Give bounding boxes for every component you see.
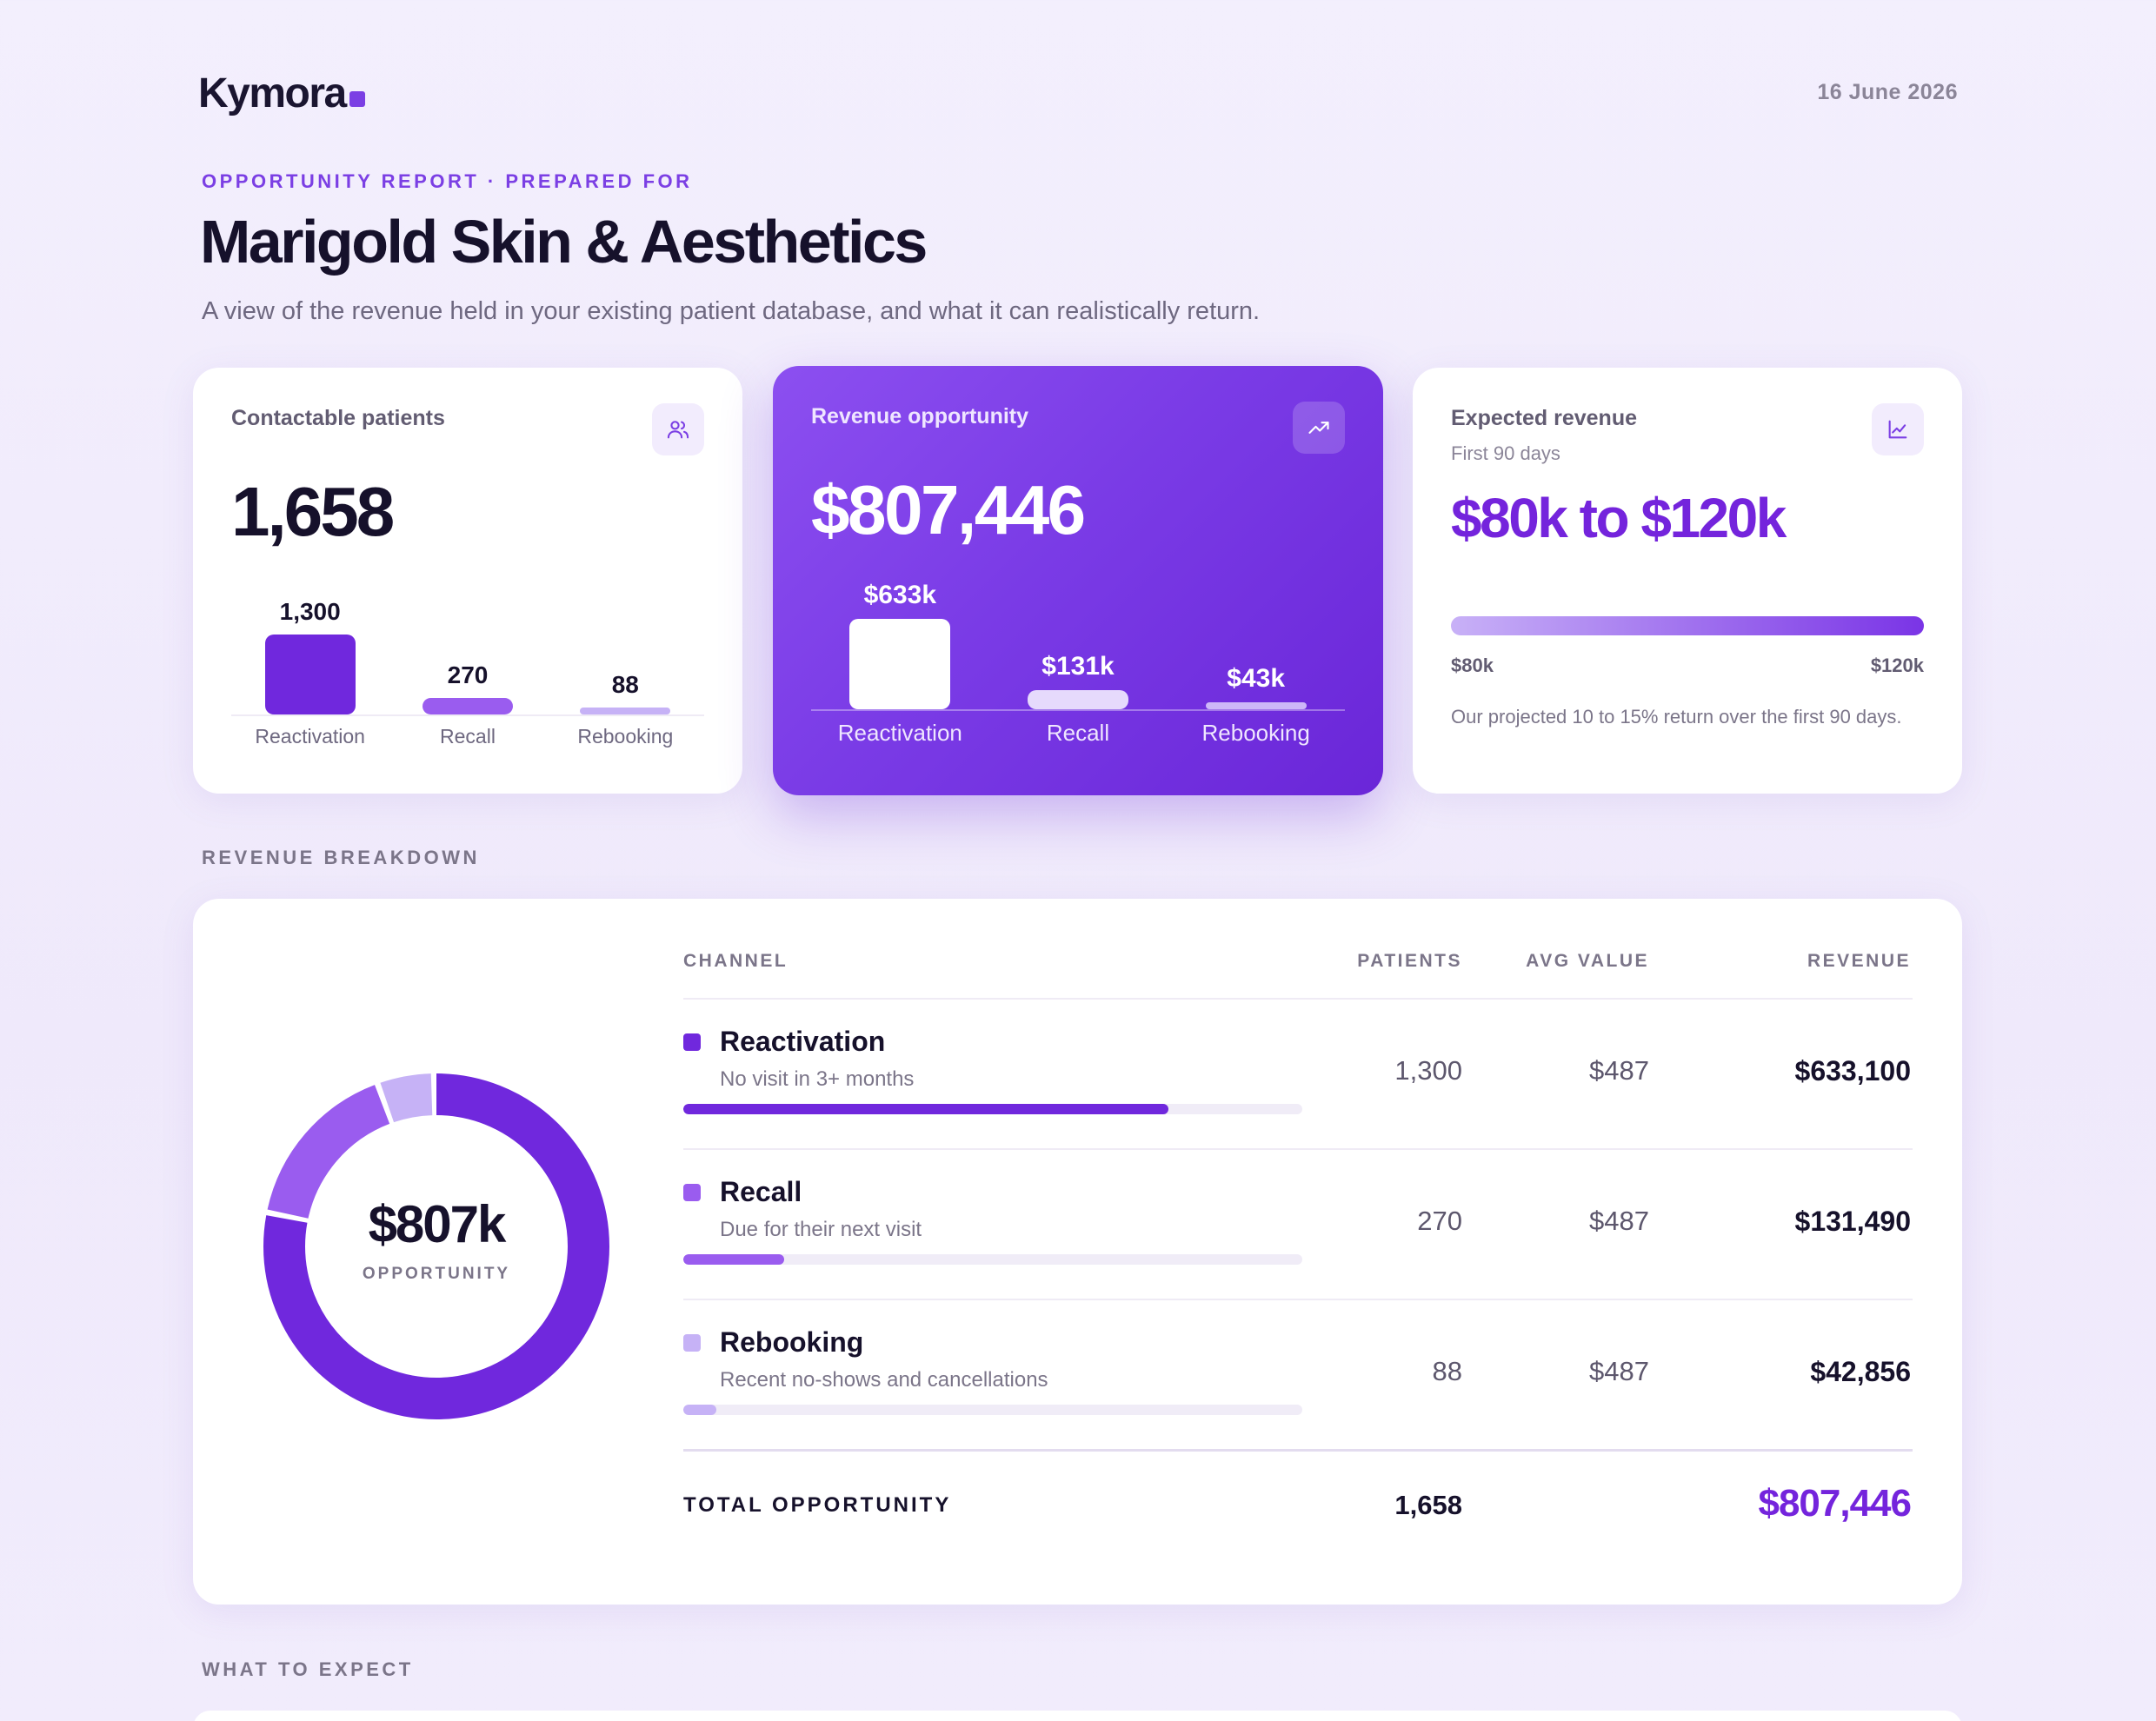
col-header-channel: CHANNEL xyxy=(683,951,789,971)
expected-note: Our projected 10 to 15% return over the … xyxy=(1451,706,1902,728)
brand-logo: Kymora xyxy=(198,70,365,117)
contactable-mini-chart: 1,300 Reactivation 270 Recall 88 Rebooking xyxy=(231,589,704,763)
channel-patients: 88 xyxy=(1432,1356,1462,1386)
total-divider xyxy=(683,1449,1913,1452)
card-label: Expected revenue xyxy=(1451,406,1637,430)
page-subtitle: A view of the revenue held in your exist… xyxy=(202,297,1261,325)
channel-revenue: $633,100 xyxy=(1794,1055,1911,1086)
mini-bar-value: 1,300 xyxy=(279,598,341,625)
channel-avg-value: $487 xyxy=(1589,1055,1649,1086)
report-date: 16 June 2026 xyxy=(1817,80,1958,104)
mini-bar-rebooking xyxy=(580,708,671,714)
channel-patients: 270 xyxy=(1417,1206,1462,1236)
channel-share-fill xyxy=(683,1405,716,1415)
channel-color-swatch xyxy=(683,1033,701,1051)
trending-up-icon xyxy=(1293,402,1345,454)
donut-value: $807k xyxy=(368,1195,507,1253)
channel-revenue: $42,856 xyxy=(1810,1356,1911,1387)
brand-name: Kymora xyxy=(198,70,347,116)
channel-share-bar xyxy=(683,1405,1302,1415)
channel-description: Due for their next visit xyxy=(720,1218,922,1241)
revenue-mini-chart: $633k Reactivation $131k Recall $43k Rebookin… xyxy=(811,579,1345,761)
users-icon xyxy=(652,403,704,455)
expected-range-bar xyxy=(1451,616,1924,635)
mini-bar-rebooking xyxy=(1205,702,1307,709)
mini-bar-recall xyxy=(423,697,513,714)
revenue-opportunity-card: Revenue opportunity $807,446 $633k Reacti… xyxy=(773,366,1383,795)
mini-bar-value: $633k xyxy=(863,581,937,609)
channel-share-fill xyxy=(683,1104,1169,1114)
channel-patients: 1,300 xyxy=(1394,1055,1462,1086)
col-header-patients: PATIENTS xyxy=(1357,951,1462,971)
mini-bar-label: Rebooking xyxy=(577,725,674,748)
page-title: Marigold Skin & Aesthetics xyxy=(200,208,928,276)
channel-name: Rebooking xyxy=(720,1326,864,1358)
mini-chart-baseline xyxy=(811,709,1345,711)
contactable-patients-card: Contactable patients 1,658 1,300 Reactiva… xyxy=(193,368,742,794)
mini-bar-value: $131k xyxy=(1041,652,1115,681)
channel-color-swatch xyxy=(683,1334,701,1352)
total-revenue: $807,446 xyxy=(1758,1482,1912,1525)
donut-segment-reactivation xyxy=(263,1073,609,1419)
mini-bar-recall xyxy=(1028,690,1128,709)
mini-bar-value: 270 xyxy=(447,661,489,688)
mini-bar-label: Recall xyxy=(1046,720,1110,746)
channel-description: Recent no-shows and cancellations xyxy=(720,1368,1048,1392)
mini-bar-reactivation xyxy=(849,619,951,709)
line-chart-icon xyxy=(1872,403,1924,455)
donut-center: $807k OPPORTUNITY xyxy=(263,1194,610,1284)
contactable-count: 1,658 xyxy=(231,473,395,550)
range-high: $120k xyxy=(1870,655,1924,676)
channel-avg-value: $487 xyxy=(1589,1356,1649,1386)
mini-bar-label: Rebooking xyxy=(1201,720,1310,746)
mini-bar-value: 88 xyxy=(611,671,639,698)
col-header-avg-value: AVG VALUE xyxy=(1526,951,1649,971)
mini-bar-value: $43k xyxy=(1227,664,1286,693)
report-eyebrow: OPPORTUNITY REPORT · PREPARED FOR xyxy=(202,170,693,192)
mini-bar-reactivation xyxy=(264,635,356,714)
expected-range: $80k to $120k xyxy=(1451,487,1787,549)
channel-share-bar xyxy=(683,1254,1302,1265)
channel-color-swatch xyxy=(683,1184,701,1201)
mini-bar-label: Recall xyxy=(440,725,496,748)
card-label: Contactable patients xyxy=(231,406,445,430)
donut-label: OPPORTUNITY xyxy=(362,1265,511,1283)
total-patients: 1,658 xyxy=(1394,1490,1462,1520)
row-divider xyxy=(683,1299,1913,1300)
card-label: Revenue opportunity xyxy=(811,404,1029,429)
row-divider xyxy=(683,1148,1913,1150)
channel-description: No visit in 3+ months xyxy=(720,1067,915,1091)
mini-bar-label: Reactivation xyxy=(255,725,365,748)
channel-name: Recall xyxy=(720,1176,802,1207)
revenue-breakdown-card: $807k OPPORTUNITY CHANNEL PATIENTS AVG V… xyxy=(193,899,1962,1605)
mini-chart-baseline xyxy=(231,714,704,716)
revenue-breakdown-heading: REVENUE BREAKDOWN xyxy=(202,847,480,868)
channel-share-fill xyxy=(683,1254,785,1265)
what-to-expect-card xyxy=(193,1711,1962,1721)
channel-share-bar xyxy=(683,1104,1302,1114)
brand-dot-icon xyxy=(349,91,365,107)
mini-bar-label: Reactivation xyxy=(837,720,962,746)
expected-revenue-card: Expected revenue First 90 days $80k to $… xyxy=(1413,368,1962,794)
what-to-expect-heading: WHAT TO EXPECT xyxy=(202,1658,414,1680)
total-label: TOTAL OPPORTUNITY xyxy=(683,1493,952,1517)
col-header-revenue: REVENUE xyxy=(1807,951,1911,971)
channel-revenue: $131,490 xyxy=(1794,1206,1911,1237)
card-sublabel: First 90 days xyxy=(1451,442,1560,464)
channel-avg-value: $487 xyxy=(1589,1206,1649,1236)
header-divider xyxy=(683,998,1913,1000)
opportunity-donut-chart xyxy=(263,1073,609,1419)
range-low: $80k xyxy=(1451,655,1494,676)
revenue-opportunity-value: $807,446 xyxy=(811,471,1086,548)
channel-name: Reactivation xyxy=(720,1026,886,1057)
